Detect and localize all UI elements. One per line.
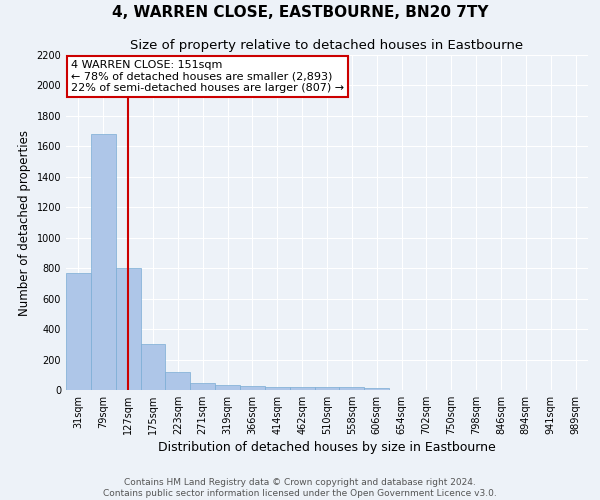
Bar [340, 387, 364, 390]
X-axis label: Distribution of detached houses by size in Eastbourne: Distribution of detached houses by size … [158, 441, 496, 454]
Text: 4 WARREN CLOSE: 151sqm
← 78% of detached houses are smaller (2,893)
22% of semi-: 4 WARREN CLOSE: 151sqm ← 78% of detached… [71, 60, 344, 93]
Y-axis label: Number of detached properties: Number of detached properties [18, 130, 31, 316]
Bar [265, 386, 290, 390]
Bar [364, 388, 389, 390]
Bar [290, 386, 314, 390]
Title: Size of property relative to detached houses in Eastbourne: Size of property relative to detached ho… [130, 40, 524, 52]
Bar [215, 384, 240, 390]
Bar [91, 134, 116, 390]
Bar [116, 268, 140, 390]
Text: Contains HM Land Registry data © Crown copyright and database right 2024.
Contai: Contains HM Land Registry data © Crown c… [103, 478, 497, 498]
Bar [240, 386, 265, 390]
Bar [66, 273, 91, 390]
Bar [190, 383, 215, 390]
Bar [140, 344, 166, 390]
Bar [166, 372, 190, 390]
Text: 4, WARREN CLOSE, EASTBOURNE, BN20 7TY: 4, WARREN CLOSE, EASTBOURNE, BN20 7TY [112, 5, 488, 20]
Bar [314, 387, 340, 390]
